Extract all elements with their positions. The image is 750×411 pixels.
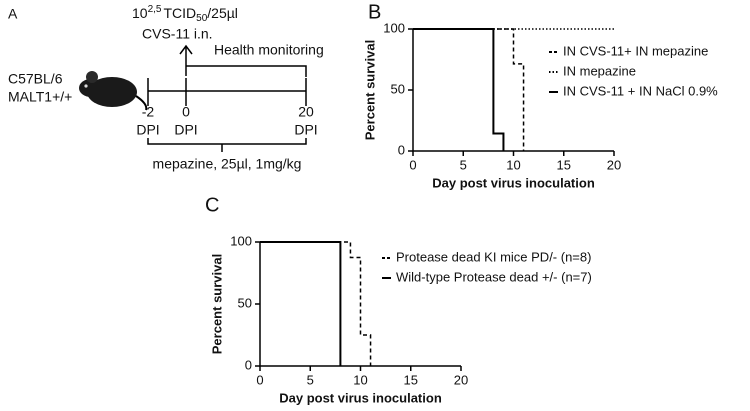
panel-label: C <box>205 194 219 216</box>
legend-label: Protease dead KI mice PD/- (n=8) <box>396 249 591 264</box>
route: CVS-11 i.n. <box>142 26 213 42</box>
y-tick-label: 100 <box>230 233 252 248</box>
y-tick-label: 0 <box>245 357 252 372</box>
treatment-bracket <box>147 138 307 152</box>
dose-exponent: 2,5 <box>148 4 162 15</box>
panel-label: A <box>8 6 18 22</box>
x-tick-label: 10 <box>353 372 367 387</box>
legend-label: Wild-type Protease dead +/- (n=7) <box>396 269 592 284</box>
timeline <box>147 78 307 106</box>
y-tick-label: 100 <box>383 20 405 35</box>
mouse-icon <box>79 71 148 111</box>
timepoint-unit: DPI <box>136 122 159 138</box>
x-tick-label: 20 <box>607 157 621 172</box>
x-tick-label: 0 <box>409 157 416 172</box>
legend-label: IN mepazine <box>563 63 636 78</box>
monitoring: Health monitoring <box>214 42 324 58</box>
x-tick-label: 0 <box>256 372 263 387</box>
y-tick-label: 50 <box>238 295 252 310</box>
dose-unit: TCID <box>163 5 196 21</box>
timepoint-unit: DPI <box>294 122 317 138</box>
timepoint-day: -2 <box>142 104 155 120</box>
monitoring-bracket <box>186 65 307 77</box>
dose-subscript: 50 <box>196 13 208 24</box>
genotype: MALT1+/+ <box>8 89 72 105</box>
survival-curve <box>260 241 372 366</box>
legend-label: IN CVS-11+ IN mepazine <box>563 43 708 58</box>
panel-label: B <box>368 1 381 23</box>
x-axis-label: Day post virus inoculation <box>432 175 595 190</box>
inoculation-arrow <box>179 44 193 76</box>
x-tick-label: 15 <box>557 157 571 172</box>
timepoint-unit: DPI <box>174 122 197 138</box>
y-axis-label: Percent survival <box>209 254 224 354</box>
dose-per: /25µl <box>207 5 238 21</box>
survival-curve <box>413 28 505 151</box>
panel-a: A 102,5 TCID50/25µl CVS-11 i.n. Health mo… <box>8 4 324 172</box>
dose: 102,5 TCID50/25µl <box>132 4 238 24</box>
legend-label: IN CVS-11 + IN NaCl 0.9% <box>563 83 718 98</box>
x-tick-label: 20 <box>454 372 468 387</box>
x-axis-label: Day post virus inoculation <box>279 390 442 405</box>
survival-curve <box>413 28 525 151</box>
survival-curve <box>260 241 342 366</box>
treatment: mepazine, 25µl, 1mg/kg <box>153 156 302 172</box>
x-tick-label: 10 <box>506 157 520 172</box>
x-tick-label: 15 <box>404 372 418 387</box>
y-axis-label: Percent survival <box>362 40 377 140</box>
y-tick-label: 50 <box>391 81 405 96</box>
x-tick-label: 5 <box>307 372 314 387</box>
dose-base: 10 <box>132 5 148 21</box>
y-tick-label: 0 <box>398 142 405 157</box>
x-tick-label: 5 <box>460 157 467 172</box>
timepoint-day: 20 <box>298 104 314 120</box>
strain: C57BL/6 <box>8 71 63 87</box>
timepoint-day: 0 <box>182 104 190 120</box>
